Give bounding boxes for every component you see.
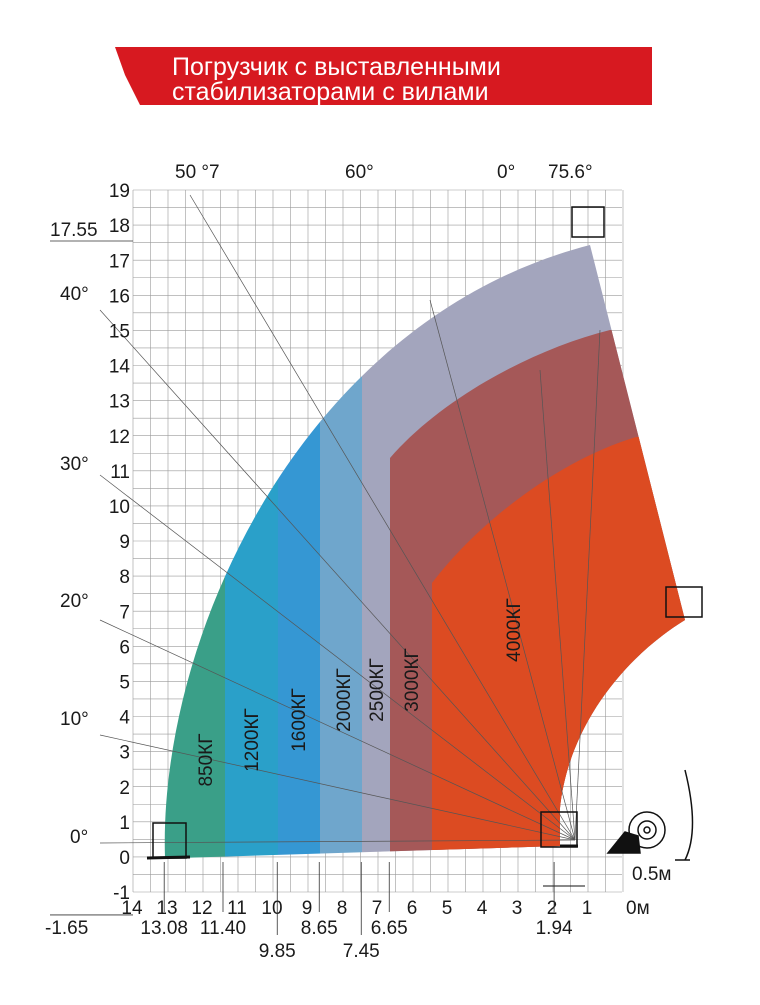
load-label: 2500КГ bbox=[367, 658, 388, 722]
y-tick-label: 9 bbox=[119, 532, 130, 553]
load-label: 850КГ bbox=[196, 733, 217, 786]
x-marker-label: 11.40 bbox=[200, 918, 246, 939]
x-tick-label: 14 bbox=[121, 898, 143, 919]
x-marker-label: 9.85 bbox=[259, 941, 296, 962]
y-tick-label: 0 bbox=[119, 848, 130, 869]
zone bbox=[320, 245, 362, 859]
angle-line bbox=[99, 839, 576, 844]
angle-label: 50 °7 bbox=[175, 162, 220, 183]
angle-label: 30° bbox=[60, 454, 89, 475]
angle-label: 0° bbox=[70, 827, 88, 848]
y-tick-label: 12 bbox=[109, 427, 130, 448]
zone bbox=[225, 245, 278, 859]
y-marker-label: -1.65 bbox=[45, 918, 88, 939]
x-marker-label: 7.45 bbox=[343, 941, 380, 962]
y-tick-label: 19 bbox=[109, 181, 130, 202]
title-line: стабилизаторами с вилами bbox=[172, 78, 489, 106]
angle-label: 40° bbox=[60, 284, 89, 305]
y-tick-label: 13 bbox=[109, 392, 130, 413]
angle-line bbox=[99, 309, 576, 841]
x-marker-label: 6.65 bbox=[371, 918, 408, 939]
y-tick-label: 11 bbox=[110, 462, 130, 483]
angle-line bbox=[99, 734, 576, 841]
zone bbox=[278, 245, 320, 859]
x-tick-label: 4 bbox=[477, 898, 488, 919]
y-tick-label: 10 bbox=[109, 497, 130, 518]
x-tick-label: 11 bbox=[227, 898, 247, 919]
y-tick-label: 17 bbox=[109, 251, 130, 272]
angle-line bbox=[99, 619, 576, 841]
x-tick-label: 9 bbox=[302, 898, 313, 919]
load-label: 2000КГ bbox=[334, 668, 355, 732]
load-label: 1600КГ bbox=[289, 688, 310, 752]
angle-line bbox=[189, 194, 576, 841]
angle-label: 0° bbox=[497, 162, 515, 183]
y-tick-label: 3 bbox=[119, 743, 130, 764]
y-tick-label: 15 bbox=[109, 322, 130, 343]
y-tick-label: 5 bbox=[119, 673, 130, 694]
y-tick-label: 16 bbox=[109, 286, 130, 307]
x-tick-label: 8 bbox=[337, 898, 348, 919]
x-tick-label: 2 bbox=[547, 898, 558, 919]
x-tick-label: 0м bbox=[626, 898, 650, 919]
angle-label: 10° bbox=[60, 709, 89, 730]
angle-line bbox=[429, 299, 576, 841]
y-tick-label: 7 bbox=[119, 602, 130, 623]
load-label: 1200КГ bbox=[242, 708, 263, 772]
x-tick-label: 1 bbox=[582, 898, 593, 919]
x-tick-label: 6 bbox=[407, 898, 418, 919]
x-tick-label: 13 bbox=[156, 898, 177, 919]
y-tick-label: 2 bbox=[119, 778, 130, 799]
scale-label: 0.5м bbox=[632, 864, 671, 885]
x-tick-label: 10 bbox=[261, 898, 282, 919]
title-banner bbox=[115, 47, 652, 105]
x-marker-label: 13.08 bbox=[140, 918, 188, 939]
x-marker-label: 8.65 bbox=[301, 918, 338, 939]
y-tick-label: -1 bbox=[113, 883, 130, 904]
y-tick-label: 8 bbox=[119, 567, 130, 588]
angle-label: 20° bbox=[60, 591, 89, 612]
load-label: 3000КГ bbox=[402, 648, 423, 712]
y-tick-label: 18 bbox=[109, 216, 130, 237]
angle-lines bbox=[99, 194, 601, 844]
angle-line bbox=[99, 474, 576, 841]
x-tick-label: 12 bbox=[191, 898, 212, 919]
angle-line bbox=[539, 369, 576, 841]
y-marker-label: 17.55 bbox=[50, 220, 98, 241]
x-tick-label: 7 bbox=[372, 898, 383, 919]
title-line: Погрузчик с выставленными bbox=[172, 53, 501, 81]
angle-line bbox=[574, 329, 601, 841]
angle-label: 75.6° bbox=[548, 162, 593, 183]
load-label: 4000КГ bbox=[504, 598, 525, 662]
y-tick-label: 14 bbox=[109, 357, 131, 378]
machine bbox=[146, 206, 703, 887]
y-tick-label: 6 bbox=[119, 637, 130, 658]
angle-label: 60° bbox=[345, 162, 374, 183]
x-tick-label: 5 bbox=[442, 898, 453, 919]
x-tick-label: 3 bbox=[512, 898, 523, 919]
load-zones bbox=[147, 245, 685, 859]
x-marker-label: 1.94 bbox=[536, 918, 573, 939]
y-tick-label: 4 bbox=[119, 708, 130, 729]
y-tick-label: 1 bbox=[119, 813, 130, 834]
